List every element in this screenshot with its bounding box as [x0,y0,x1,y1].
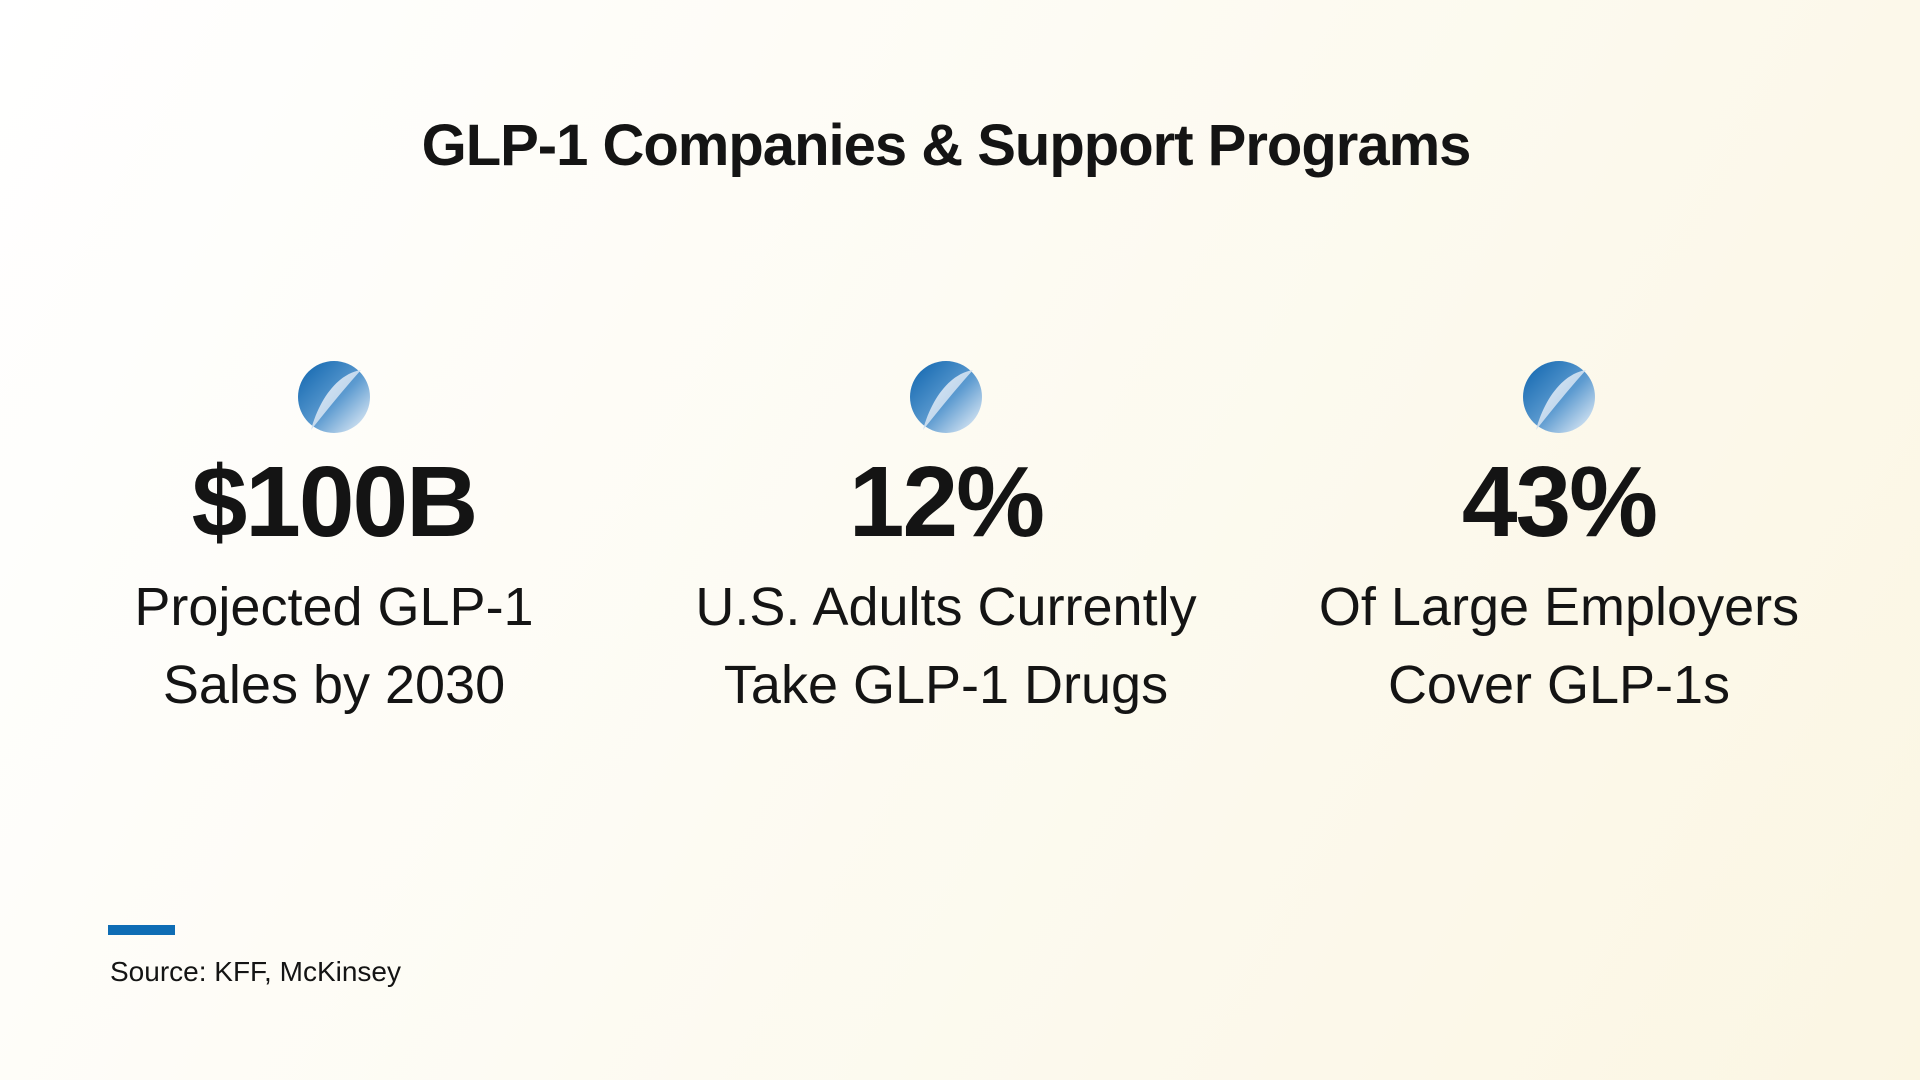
stat-desc-line1: Projected GLP-1 [134,577,534,637]
stat-value: 43% [1461,446,1658,558]
stat-desc-line2: Cover GLP-1s [1387,655,1731,715]
stat-desc-line2: Take GLP-1 Drugs [723,655,1169,715]
sphere-icon [910,361,982,433]
page-title: GLP-1 Companies & Support Programs [421,113,1472,178]
stat-desc-line2: Sales by 2030 [162,655,506,715]
sphere-icon [1523,361,1595,433]
stat-desc-line1: U.S. Adults Currently [695,577,1197,637]
sphere-icon [298,361,370,433]
source-note: Source: KFF, McKinsey [110,956,401,987]
accent-bar [108,925,175,935]
stat-card: 12% U.S. Adults Currently Take GLP-1 Drug… [636,360,1256,724]
stat-value: 12% [848,446,1045,558]
stat-desc-line1: Of Large Employers [1318,577,1800,637]
stat-value: $100B [191,446,479,558]
stat-card: $100B Projected GLP-1 Sales by 2030 [24,360,644,724]
stat-card: 43% Of Large Employers Cover GLP-1s [1249,360,1869,724]
